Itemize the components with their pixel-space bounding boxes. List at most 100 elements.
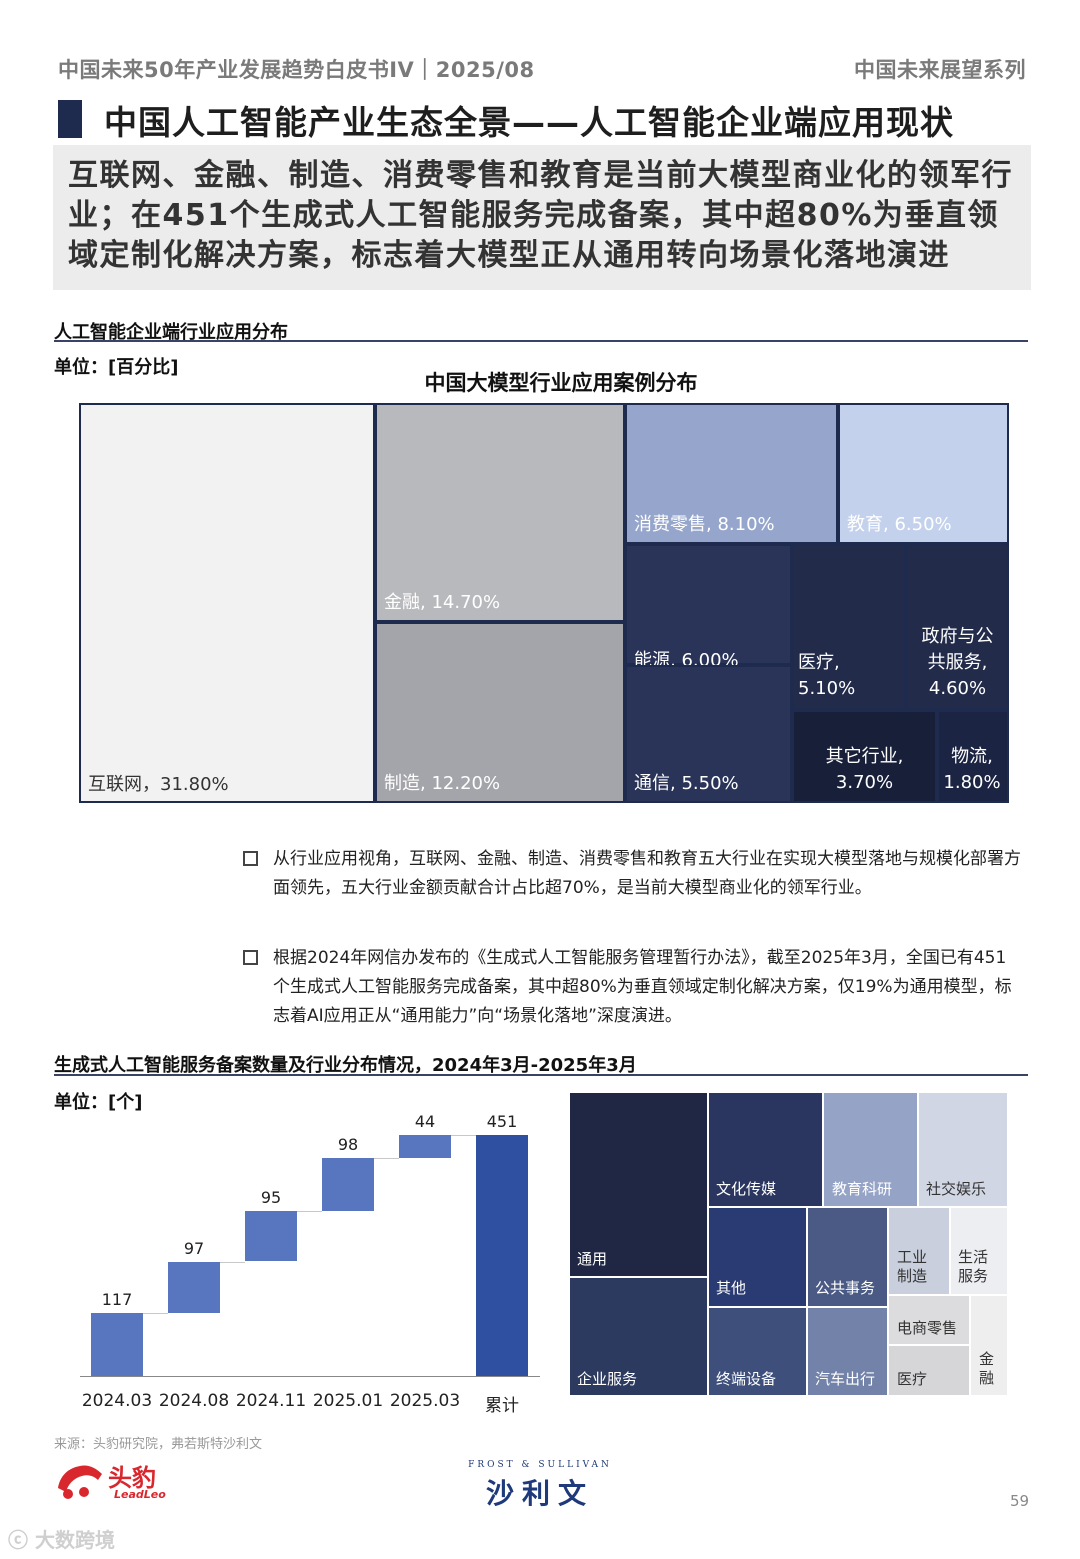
treemap2-cell	[824, 1093, 917, 1206]
connector-line	[297, 1210, 322, 1212]
source-note: 来源：头豹研究院，弗若斯特沙利文	[54, 1437, 263, 1452]
treemap-cell	[79, 403, 375, 803]
treemap-cell	[792, 710, 937, 803]
treemap-cell-label: 其它行业, 3.70%	[825, 746, 904, 793]
section2-divider	[54, 1074, 1028, 1076]
page-number: 59	[1010, 1492, 1030, 1510]
treemap-cell-label: 消费零售, 8.10%	[634, 514, 775, 535]
treemap2-cell-label: 公共事务	[815, 1279, 876, 1297]
treemap-cell	[375, 403, 625, 622]
treemap2-cell	[709, 1093, 822, 1206]
treemap-cell-label: 通信, 5.50%	[634, 773, 739, 794]
watermark: ⓒ 大数跨境	[8, 1524, 115, 1553]
x-tick-label: 累计	[485, 1396, 519, 1416]
treemap2-cell-label: 其他	[716, 1279, 747, 1297]
treemap2-cell	[808, 1308, 887, 1395]
treemap2-cell-label: 企业服务	[577, 1370, 638, 1388]
watermark-text: 大数跨境	[34, 1528, 115, 1552]
bullet-text-1: 从行业应用视角，互联网、金融、制造、消费零售和教育五大行业在实现大模型落地与规模…	[273, 849, 1021, 898]
bar-value-label: 95	[260, 1187, 282, 1207]
frost-sullivan-cn: 沙利文	[485, 1477, 594, 1510]
increment-bar	[245, 1210, 297, 1262]
treemap2-cell	[709, 1208, 806, 1306]
leadleo-logo-cn: 头豹	[108, 1464, 156, 1492]
increment-bar	[322, 1158, 374, 1211]
treemap-cell-label: 教育, 6.50%	[847, 514, 952, 535]
total-bar	[476, 1134, 528, 1376]
treemap2-cell-label: 生活 服务	[958, 1248, 989, 1285]
treemap2-cell	[951, 1208, 1007, 1294]
treemap-cell	[625, 544, 792, 665]
treemap-cell-label: 互联网，31.80%	[88, 774, 229, 795]
x-tick-label: 2024.08	[158, 1391, 230, 1411]
section1-divider	[54, 340, 1028, 342]
section2-title: 生成式人工智能服务备案数量及行业分布情况，2024年3月-2025年3月	[54, 1055, 637, 1076]
treemap-cell-label: 政府与公 共服务, 4.60%	[921, 626, 994, 699]
connector-line	[374, 1158, 399, 1160]
treemap2-cell-label: 社交娱乐	[926, 1180, 987, 1198]
connector-line	[143, 1313, 168, 1315]
leadleo-logo-en: LeadLeo	[114, 1488, 166, 1501]
treemap2-cell-label: 电商零售	[897, 1319, 958, 1337]
treemap2-cell-label: 汽车出行	[815, 1370, 876, 1388]
section1-title: 人工智能企业端行业应用分布	[54, 322, 288, 343]
frost-sullivan-en: FROST & SULLIVAN	[468, 1460, 612, 1470]
treemap-cell	[792, 544, 906, 710]
treemap-cell	[625, 665, 792, 803]
treemap-cell	[937, 710, 1009, 803]
report-title-header: 中国未来50年产业发展趋势白皮书IV｜2025/08	[58, 58, 535, 82]
bar-value-label: 451	[486, 1111, 518, 1131]
treemap2-cell-label: 工业 制造	[897, 1248, 928, 1285]
treemap2-cell-label: 教育科研	[832, 1180, 893, 1198]
x-axis-line	[80, 1376, 540, 1377]
watermark-glyph-icon: ⓒ	[8, 1528, 28, 1552]
x-tick-label: 2024.03	[81, 1391, 153, 1411]
treemap-cell	[625, 403, 838, 544]
frost-sullivan-logo: FROST & SULLIVAN 沙利文	[460, 1460, 620, 1510]
title-accent-bar	[58, 100, 82, 138]
connector-line	[220, 1261, 245, 1263]
increment-bar	[168, 1261, 220, 1314]
treemap-cell-label: 金融, 14.70%	[384, 592, 501, 613]
bullet-item-2: 根据2024年网信办发布的《生成式人工智能服务管理暂行办法》，截至2025年3月…	[243, 944, 1023, 1034]
treemap-cell	[906, 544, 1009, 710]
treemap2-cell-label: 医疗	[897, 1370, 928, 1388]
treemap2-cell-label: 金 融	[979, 1350, 995, 1387]
section1-unit: 单位：[百分比]	[54, 357, 179, 378]
treemap-cell-label: 物流, 1.80%	[943, 746, 1001, 793]
section2-unit: 单位：[个]	[54, 1092, 143, 1113]
increment-bar	[399, 1134, 451, 1159]
treemap2-cell	[889, 1296, 969, 1344]
series-name-header: 中国未来展望系列	[854, 58, 1026, 82]
bullet-text-2: 根据2024年网信办发布的《生成式人工智能服务管理暂行办法》，截至2025年3月…	[273, 948, 1012, 1026]
treemap2-cell	[889, 1346, 969, 1395]
x-tick-label: 2025.01	[312, 1391, 384, 1411]
treemap2-cell-label: 终端设备	[716, 1370, 777, 1388]
bar-value-label: 117	[101, 1290, 133, 1310]
summary-text: 互联网、金融、制造、消费零售和教育是当前大模型商业化的领军行业；在451个生成式…	[68, 158, 1013, 273]
treemap2-cell	[808, 1208, 887, 1306]
bar-value-label: 44	[414, 1111, 436, 1131]
treemap2-cell	[570, 1278, 707, 1395]
checkbox-bullet-icon	[243, 851, 258, 866]
treemap2-cell	[889, 1208, 949, 1294]
bullet-item-1: 从行业应用视角，互联网、金融、制造、消费零售和教育五大行业在实现大模型落地与规模…	[243, 845, 1023, 935]
treemap2-cell	[971, 1296, 1007, 1395]
checkbox-bullet-icon	[243, 950, 258, 965]
treemap-cell-label: 制造, 12.20%	[384, 773, 501, 794]
treemap-cell	[375, 622, 625, 803]
leopard-logo-icon	[58, 1465, 102, 1499]
treemap2-cell	[919, 1093, 1007, 1206]
treemap2-cell-label: 文化传媒	[716, 1180, 777, 1198]
leadleo-logo: 头豹 LeadLeo	[54, 1458, 174, 1504]
increment-bar	[91, 1313, 143, 1376]
treemap2-cell-label: 通用	[577, 1250, 608, 1268]
treemap1-title: 中国大模型行业应用案例分布	[424, 371, 698, 395]
treemap-cell	[838, 403, 1009, 544]
summary-box	[53, 145, 1031, 290]
x-tick-label: 2024.11	[235, 1391, 307, 1411]
treemap2-cell	[709, 1308, 806, 1395]
treemap-cell-label: 医疗, 5.10%	[798, 652, 856, 699]
x-tick-label: 2025.03	[389, 1391, 461, 1411]
page-title: 中国人工智能产业生态全景——人工智能企业端应用现状	[104, 103, 954, 142]
